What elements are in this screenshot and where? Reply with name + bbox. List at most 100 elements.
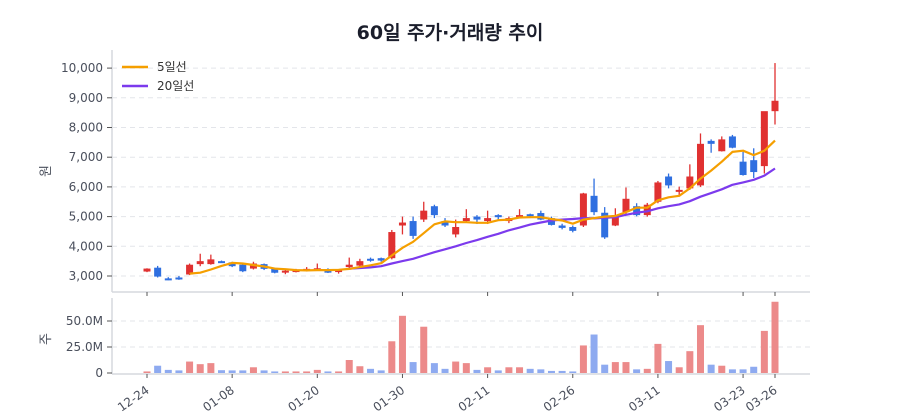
legend: 5일선 20일선 — [122, 60, 194, 93]
candle-body — [654, 182, 662, 202]
candle-body — [207, 259, 215, 265]
volume-bar — [590, 334, 598, 373]
candle-body — [484, 218, 492, 222]
candle-body — [558, 225, 566, 228]
volume-bar — [430, 363, 438, 373]
candle — [218, 260, 226, 264]
volume-tick-label: 25.0M — [66, 340, 103, 354]
volume-bar — [196, 364, 204, 373]
volume-bar — [526, 368, 534, 373]
volume-bar — [292, 371, 300, 373]
candle — [718, 136, 726, 152]
x-tick-label: 02-11 — [456, 383, 493, 414]
price-panel: 3,000 4,000 5,000 6,000 7,000 8,000 9,000 10,00… — [39, 50, 810, 293]
candle-body — [356, 261, 364, 266]
price-axis-title: 원 — [39, 165, 54, 177]
candle-body — [473, 216, 481, 220]
candle — [494, 214, 502, 220]
candle-body — [686, 176, 694, 189]
candle — [409, 216, 417, 239]
candle-body — [728, 136, 736, 148]
x-tick-label: 02-26 — [541, 383, 578, 414]
volume-bar — [462, 363, 470, 373]
volume-bar — [377, 370, 385, 373]
volume-bar — [218, 370, 226, 373]
volume-bar — [175, 370, 183, 373]
volume-bar — [420, 326, 428, 373]
candle-body — [494, 215, 502, 218]
candle-body — [569, 226, 577, 231]
candle-body — [579, 193, 587, 226]
volume-panel: 0 25.0M 50.0M 주 — [39, 298, 810, 380]
candle — [175, 276, 183, 280]
volume-bar — [547, 370, 555, 373]
candle — [420, 201, 428, 222]
volume-bar — [750, 366, 758, 373]
volume-bar — [771, 301, 779, 373]
candle — [207, 254, 215, 265]
volume-bar — [760, 330, 768, 373]
candle — [356, 258, 364, 268]
volume-bar — [186, 361, 194, 373]
candle-body — [367, 258, 375, 261]
price-tick-label: 5,000 — [69, 210, 103, 224]
candle-body — [675, 189, 683, 192]
volume-bar — [718, 365, 726, 373]
candle-body — [771, 100, 779, 112]
volume-bar — [686, 351, 694, 373]
candle-body — [707, 140, 715, 144]
volume-bar — [409, 362, 417, 373]
volume-bar — [505, 367, 513, 373]
volume-bar — [313, 369, 321, 373]
candle-body — [601, 212, 609, 238]
candle-body — [345, 264, 353, 268]
volume-bar — [228, 370, 236, 373]
candle — [633, 203, 641, 217]
candle — [377, 257, 385, 262]
volume-bar — [164, 369, 172, 373]
candle-body — [186, 264, 194, 275]
candle — [462, 209, 470, 223]
x-tick-label: 01-20 — [285, 383, 322, 414]
volume-bar — [207, 363, 215, 373]
volume-bar — [271, 371, 279, 373]
volume-bar — [675, 367, 683, 373]
candle-body — [430, 206, 438, 216]
volume-bar — [143, 371, 151, 373]
price-tick-label: 4,000 — [69, 239, 103, 253]
candle — [771, 63, 779, 125]
candle — [601, 207, 609, 239]
x-tick-label: 01-08 — [200, 383, 237, 414]
candle-body — [271, 268, 279, 273]
volume-bar — [696, 325, 704, 373]
volume-bar — [249, 367, 257, 373]
volume-bar — [345, 360, 353, 373]
candle — [569, 225, 577, 233]
volume-bar — [633, 369, 641, 373]
candle — [760, 111, 768, 174]
candle-body — [750, 160, 758, 173]
volume-bar — [739, 369, 747, 373]
candle-body — [633, 206, 641, 216]
price-tick-label: 9,000 — [69, 91, 103, 105]
volume-bar — [494, 370, 502, 373]
candle-body — [739, 161, 747, 176]
price-tick-label: 10,000 — [61, 61, 103, 75]
volume-bar — [303, 371, 311, 373]
volume-bar — [335, 371, 343, 373]
candle-body — [452, 226, 460, 235]
volume-bar — [473, 369, 481, 373]
candle — [345, 257, 353, 269]
volume-bar — [601, 364, 609, 373]
candle — [441, 218, 449, 227]
volume-bar — [484, 367, 492, 373]
candle-body — [218, 261, 226, 264]
candle — [154, 265, 162, 278]
candle-body — [388, 232, 396, 259]
candle — [430, 204, 438, 219]
volume-bar — [569, 371, 577, 373]
candle-body — [143, 268, 151, 272]
x-tick-label: 03-11 — [626, 383, 663, 414]
candle — [239, 263, 247, 273]
